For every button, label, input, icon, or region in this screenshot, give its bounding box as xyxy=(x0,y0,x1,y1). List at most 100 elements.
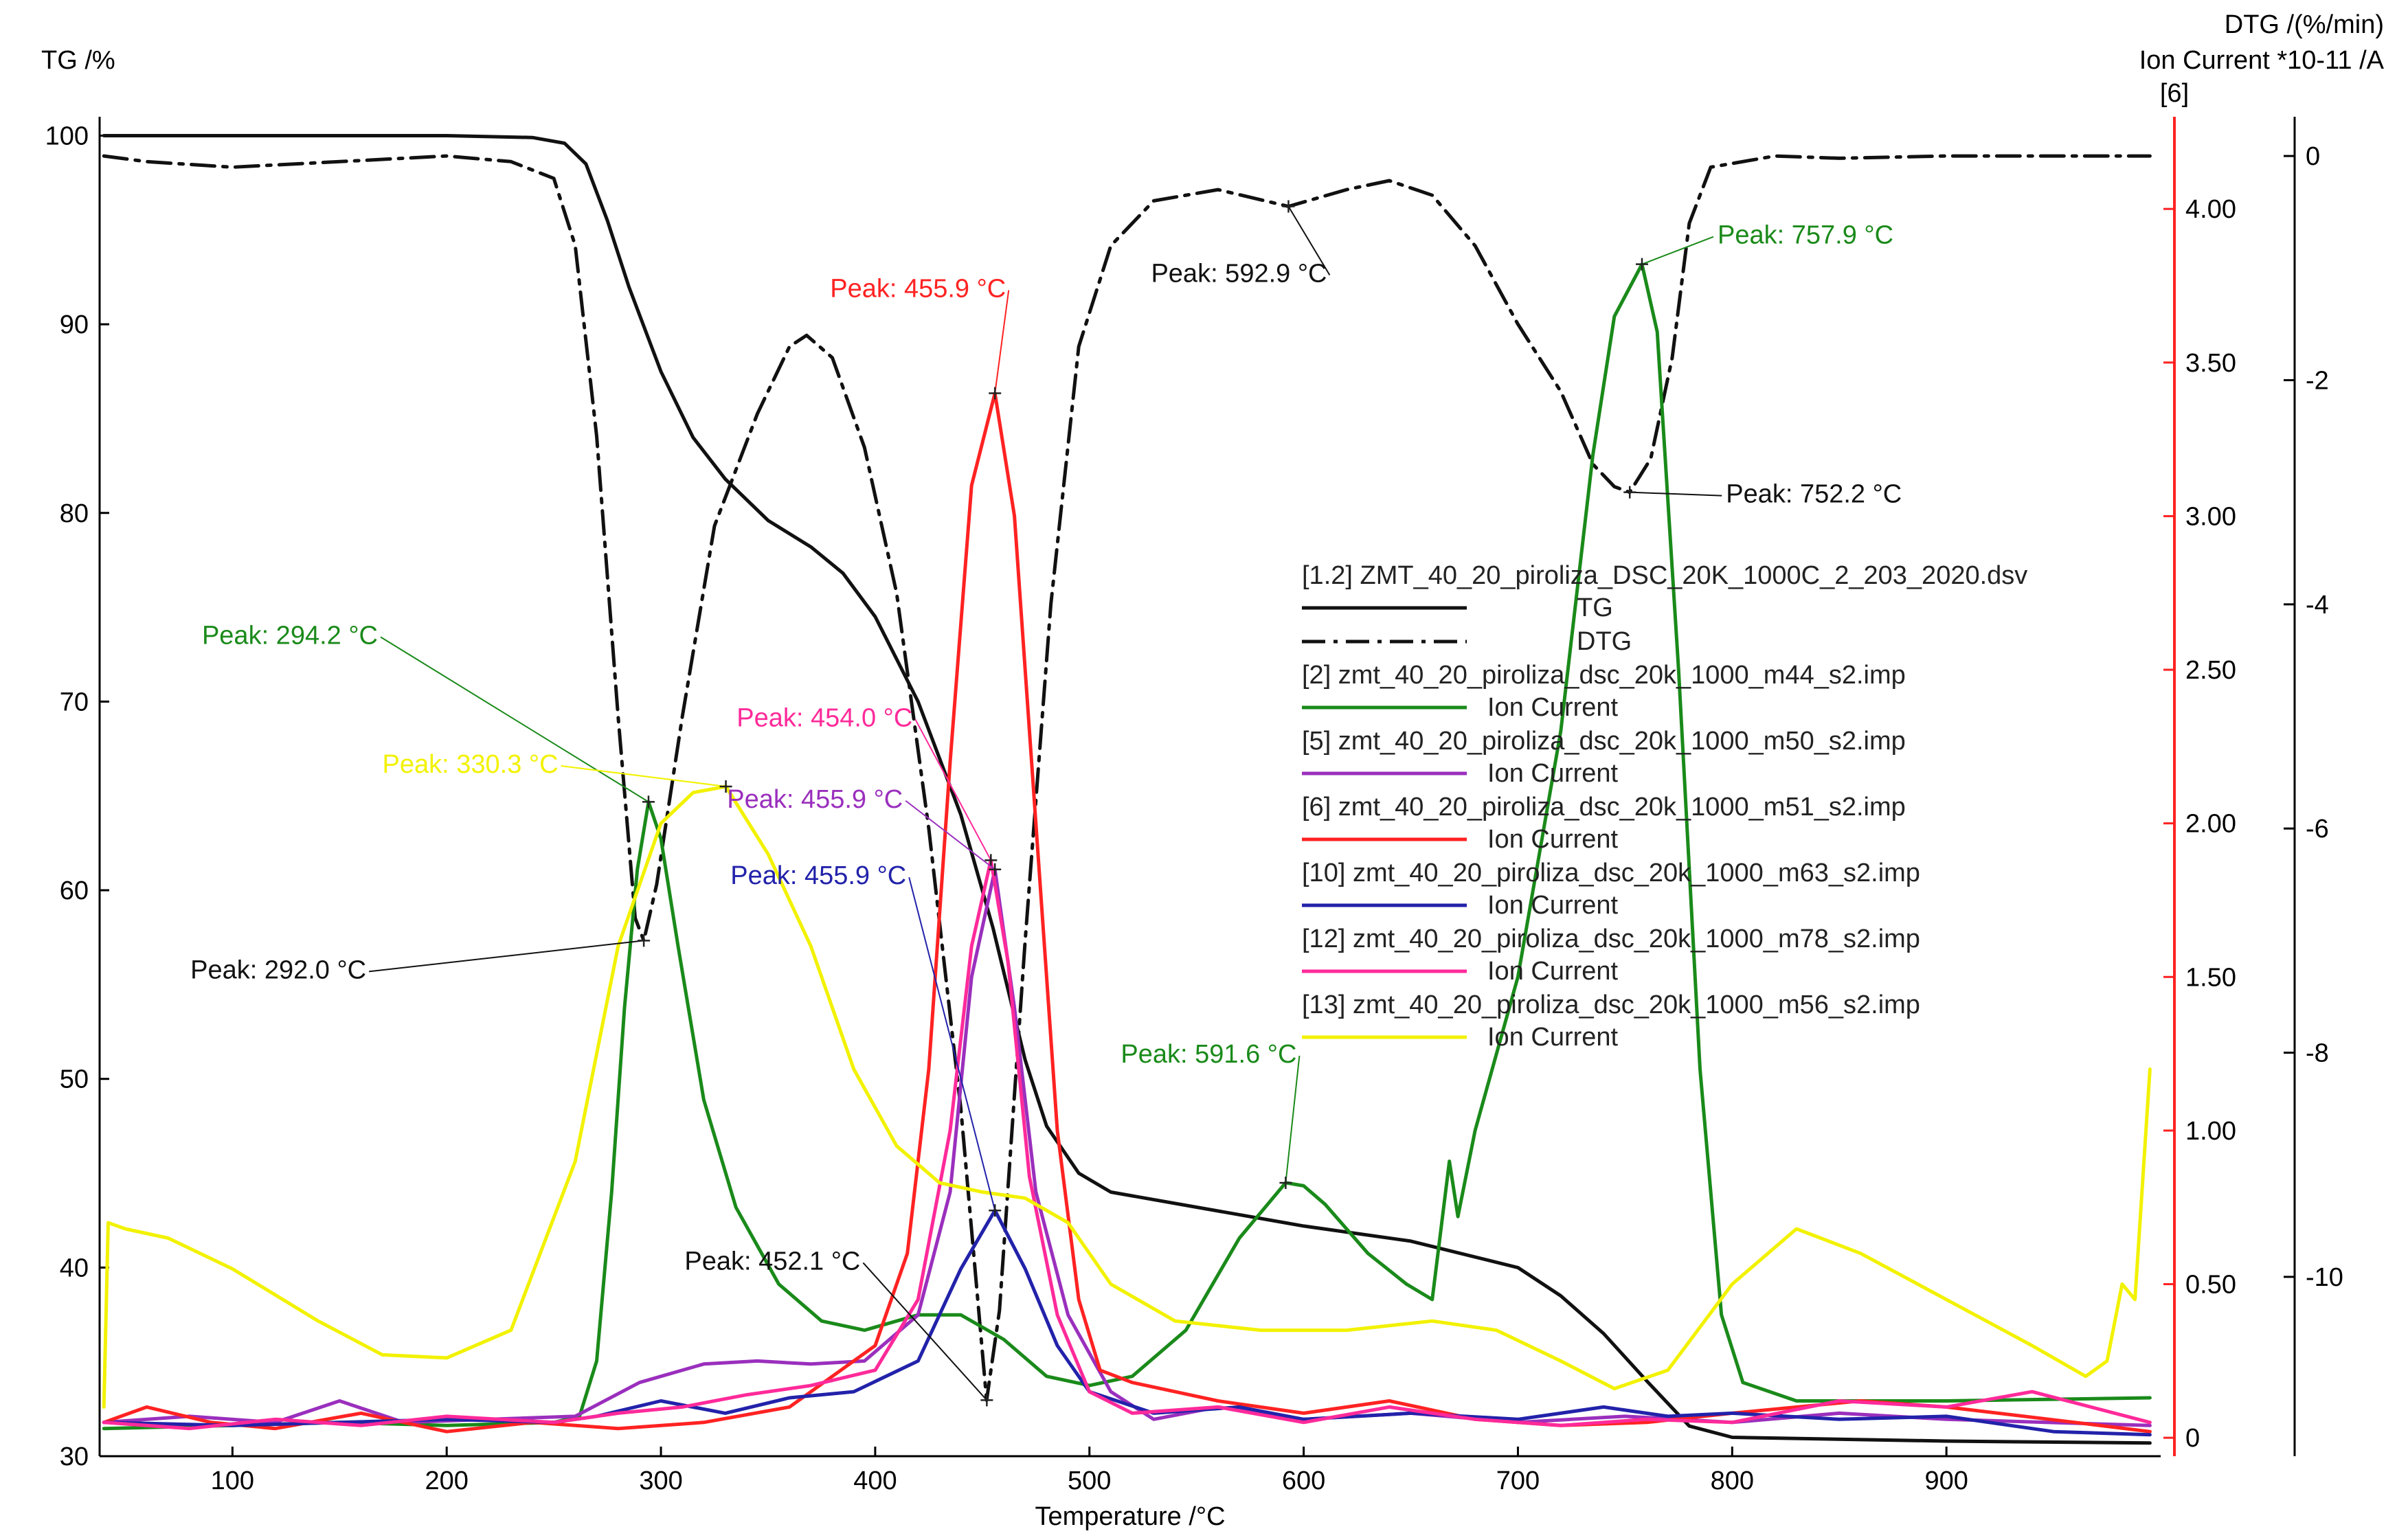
ion-axis-label: Ion Current *10-11 /A xyxy=(2139,46,2385,75)
tg-tick-label: 40 xyxy=(60,1254,89,1282)
peak-marker xyxy=(980,1394,993,1407)
annotation-layer: Peak: 294.2 °C Peak: 330.3 °C Peak: 292.0 … xyxy=(190,200,1902,1407)
tg-tick-label: 30 xyxy=(60,1442,89,1471)
x-tick-label: 800 xyxy=(1711,1467,1754,1495)
peak-annotation: Peak: 591.6 °C xyxy=(1121,1040,1301,1189)
ion-tick-label: 3.50 xyxy=(2185,349,2236,378)
peak-label: Peak: 455.9 °C xyxy=(730,861,906,890)
annotation-leader-line xyxy=(905,800,995,870)
peak-annotation: Peak: 452.1 °C xyxy=(684,1247,993,1407)
legend-item-label: Ion Current xyxy=(1487,957,1619,986)
peak-marker xyxy=(989,1204,1002,1217)
dtg-axis-label: DTG /(%/min) xyxy=(2225,10,2384,39)
peak-annotation: Peak: 292.0 °C xyxy=(190,934,651,984)
peak-annotation: Peak: 455.9 °C xyxy=(830,275,1010,400)
peak-marker xyxy=(1279,1176,1292,1189)
peak-marker xyxy=(1623,486,1636,499)
annotation-leader-line xyxy=(1641,236,1714,265)
x-tick-label: 900 xyxy=(1924,1467,1968,1495)
dtg-tick-label: -4 xyxy=(2306,591,2329,620)
tg-tick-label: 100 xyxy=(45,122,89,150)
peak-label: Peak: 292.0 °C xyxy=(190,955,366,984)
ion-tick-label: 2.50 xyxy=(2185,656,2236,685)
series-layer xyxy=(102,134,2152,1445)
peak-annotation: Peak: 455.9 °C xyxy=(730,861,1002,1217)
legend-item-label: Ion Current xyxy=(1487,1023,1619,1052)
series-line-m51 xyxy=(102,392,2152,1434)
annotation-leader-line xyxy=(1630,491,1722,497)
peak-marker xyxy=(984,854,998,867)
dtg-tick-label: -8 xyxy=(2306,1039,2329,1068)
peak-annotation: Peak: 454.0 °C xyxy=(736,703,998,867)
legend-item-label: TG xyxy=(1577,593,1613,622)
annotation-leader-line xyxy=(994,290,1010,394)
legend-entry-title: [2] zmt_40_20_piroliza_dsc_20k_1000_m44_… xyxy=(1302,661,1906,690)
tg-tick-label: 60 xyxy=(60,876,89,905)
dtg-tick-label: -10 xyxy=(2306,1263,2343,1292)
peak-label: Peak: 592.9 °C xyxy=(1151,260,1327,288)
peak-label: Peak: 455.9 °C xyxy=(830,275,1006,304)
ion-axis-tag: [6] xyxy=(2160,79,2189,108)
legend-item-label: Ion Current xyxy=(1487,759,1619,788)
series-line-m44 xyxy=(102,262,2152,1431)
annotation-leader-line xyxy=(908,876,996,1211)
peak-marker xyxy=(1282,200,1295,213)
ion-tick-label: 1.50 xyxy=(2185,963,2236,992)
peak-annotation: Peak: 592.9 °C xyxy=(1151,200,1331,288)
annotation-leader-line xyxy=(1287,206,1331,276)
legend-item-label: DTG xyxy=(1577,627,1632,656)
peak-annotation: Peak: 330.3 °C xyxy=(383,750,732,793)
tg-tick-label: 50 xyxy=(60,1065,89,1094)
peak-annotation: Peak: 752.2 °C xyxy=(1623,480,1902,509)
tg-axis-label: TG /% xyxy=(41,46,115,75)
peak-marker xyxy=(638,934,651,947)
peak-marker xyxy=(989,387,1002,400)
peak-marker xyxy=(719,780,732,793)
peak-marker xyxy=(989,863,1002,876)
legend-entry-title: [6] zmt_40_20_piroliza_dsc_20k_1000_m51_… xyxy=(1302,793,1906,822)
peak-annotation: Peak: 455.9 °C xyxy=(727,785,1002,876)
peak-marker xyxy=(1636,258,1649,271)
peak-label: Peak: 452.1 °C xyxy=(684,1247,860,1276)
tg-tick-label: 80 xyxy=(60,499,89,528)
x-tick-label: 700 xyxy=(1496,1467,1540,1495)
peak-marker xyxy=(642,795,655,808)
peak-label: Peak: 752.2 °C xyxy=(1726,480,1902,509)
peak-annotation: Peak: 757.9 °C xyxy=(1636,221,1893,271)
annotation-leader-line xyxy=(380,636,649,803)
peak-label: Peak: 455.9 °C xyxy=(727,785,903,814)
tg-tick-label: 70 xyxy=(60,688,89,716)
peak-label: Peak: 294.2 °C xyxy=(202,621,378,650)
legend-entry-title: [5] zmt_40_20_piroliza_dsc_20k_1000_m50_… xyxy=(1302,727,1906,756)
peak-label: Peak: 330.3 °C xyxy=(383,750,559,779)
ion-tick-label: 2.00 xyxy=(2185,810,2236,839)
peak-label: Peak: 591.6 °C xyxy=(1121,1040,1296,1069)
legend-item-label: Ion Current xyxy=(1487,825,1619,854)
x-tick-label: 100 xyxy=(211,1467,254,1495)
annotation-leader-line xyxy=(914,718,992,861)
x-tick-label: 200 xyxy=(425,1467,468,1495)
series-line-m56 xyxy=(102,784,2152,1409)
legend-entry-title: [1.2] ZMT_40_20_piroliza_DSC_20K_1000C_2… xyxy=(1302,561,2027,590)
x-tick-label: 600 xyxy=(1282,1467,1325,1495)
legend-entry-title: [12] zmt_40_20_piroliza_dsc_20k_1000_m78… xyxy=(1302,925,1920,953)
x-tick-label: 400 xyxy=(853,1467,897,1495)
legend-entry-title: [13] zmt_40_20_piroliza_dsc_20k_1000_m56… xyxy=(1302,990,1920,1019)
dtg-tick-label: -2 xyxy=(2306,366,2329,395)
legend: [1.2] ZMT_40_20_piroliza_DSC_20K_1000C_2… xyxy=(1302,561,2027,1052)
series-line-m78 xyxy=(102,858,2152,1431)
ion-tick-label: 0 xyxy=(2185,1424,2200,1453)
annotation-leader-line xyxy=(862,1262,988,1401)
series-line-tg xyxy=(102,134,2152,1445)
x-tick-label: 300 xyxy=(639,1467,682,1495)
ion-tick-label: 4.00 xyxy=(2185,195,2236,224)
x-tick-label: 500 xyxy=(1068,1467,1111,1495)
tg-tick-label: 90 xyxy=(60,310,89,339)
ion-tick-label: 1.00 xyxy=(2185,1117,2236,1146)
peak-annotation: Peak: 294.2 °C xyxy=(202,621,655,808)
dtg-tick-label: 0 xyxy=(2306,142,2320,171)
annotation-leader-line xyxy=(368,940,644,973)
